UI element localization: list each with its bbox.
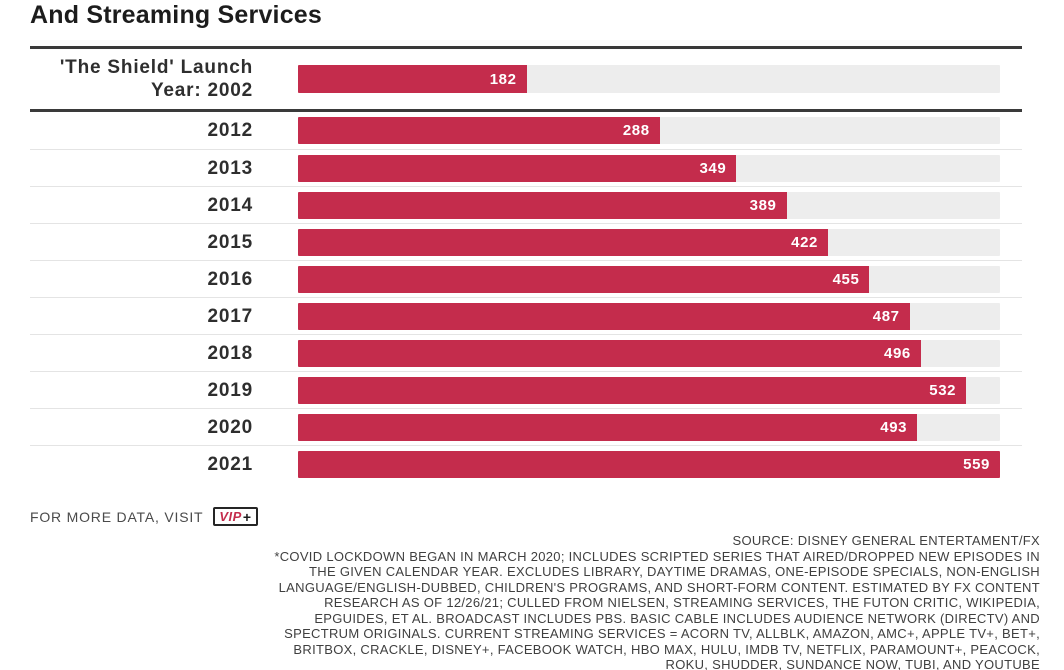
bar-track: 559 <box>298 450 1000 478</box>
table-row: 2020 493 <box>30 408 1022 445</box>
bar: 182 <box>298 65 527 93</box>
bar-value-label: 455 <box>832 270 860 288</box>
bar-track: 532 <box>298 376 1000 404</box>
vip-plus-sign: + <box>242 508 252 525</box>
footnote-line: THE GIVEN CALENDAR YEAR. EXCLUDES LIBRAR… <box>309 564 1040 579</box>
footnote-line: SOURCE: DISNEY GENERAL ENTERTAMENT/FX <box>732 533 1040 548</box>
table-row: 'The Shield' Launch Year: 2002 182 <box>30 49 1022 109</box>
bar-value-label: 422 <box>791 233 818 251</box>
bar: 559 <box>298 450 1000 478</box>
bar-track: 389 <box>298 191 1000 219</box>
bar: 493 <box>298 413 918 441</box>
shield-row-section: 'The Shield' Launch Year: 2002 182 <box>30 49 1064 109</box>
bar-track: 422 <box>298 228 1000 256</box>
bar-value-label: 349 <box>699 159 727 177</box>
source-footnote: SOURCE: DISNEY GENERAL ENTERTAMENT/FX *CO… <box>30 533 1040 670</box>
bar-track: 288 <box>298 117 1000 144</box>
bar-value-label: 487 <box>872 307 900 325</box>
footnote-line: LANGUAGE/ENGLISH-DUBBED, CHILDREN'S PROG… <box>278 579 1040 595</box>
footnote-line: *COVID LOCKDOWN BEGAN IN MARCH 2020; INC… <box>274 548 1040 564</box>
bar-value-label: 493 <box>880 418 908 436</box>
bar-track: 455 <box>298 265 1000 293</box>
row-label: 2017 <box>207 305 253 327</box>
row-label: 2015 <box>207 231 253 253</box>
vip-plus-badge[interactable]: VIP + <box>213 507 258 526</box>
bar: 349 <box>298 154 737 182</box>
bar-track: 493 <box>298 413 1000 441</box>
mid-rule <box>30 109 1022 112</box>
row-label: 2018 <box>207 342 253 364</box>
bar-value-label: 182 <box>489 70 517 88</box>
table-row: 2019 532 <box>30 371 1022 408</box>
bar-track: 349 <box>298 154 1000 182</box>
table-row: 2014 389 <box>30 186 1022 223</box>
table-row: 2018 496 <box>30 334 1022 371</box>
table-row: 2012 288 <box>30 112 1022 149</box>
bar-rows-section: 2012 288 2013 349 2014 389 2015 422 2016 455 2017 4… <box>30 112 1064 482</box>
bar: 389 <box>298 191 787 219</box>
top-rule <box>30 46 1022 49</box>
bar: 288 <box>298 117 660 144</box>
bar-track: 496 <box>298 339 1000 367</box>
row-label: 2021 <box>207 453 253 475</box>
row-label: 2016 <box>207 268 253 290</box>
footnote-line: RESEARCH AS OF 12/26/21; CULLED FROM NIE… <box>324 595 1040 610</box>
bar: 487 <box>298 302 910 330</box>
bar-value-label: 496 <box>884 344 911 362</box>
bar-value-label: 389 <box>749 196 777 214</box>
footnote-line: ROKU, SHUDDER, SUNDANCE NOW, TUBI, AND Y… <box>665 657 1040 670</box>
bar: 496 <box>298 339 921 367</box>
bar: 455 <box>298 265 870 293</box>
vip-logo-text: VIP <box>219 509 242 524</box>
more-data-text: FOR MORE DATA, VISIT <box>30 508 204 525</box>
table-row: 2013 349 <box>30 149 1022 186</box>
row-label: 2013 <box>207 157 253 179</box>
row-label: 2012 <box>207 120 253 141</box>
row-label: 2020 <box>207 416 253 438</box>
row-label: 2014 <box>207 194 253 216</box>
footnote-line: SPECTRUM ORIGINALS. CURRENT STREAMING SE… <box>284 626 1040 641</box>
bar: 532 <box>298 376 967 404</box>
bar-track: 487 <box>298 302 1000 330</box>
footnote-line: EPGUIDES, ET AL. BROADCAST INCLUDES PBS.… <box>314 610 1040 626</box>
bar: 422 <box>298 228 828 256</box>
table-row: 2021 559 <box>30 445 1022 482</box>
bar-value-label: 559 <box>963 455 990 473</box>
row-label: 2019 <box>207 379 253 401</box>
bar-value-label: 288 <box>622 122 650 139</box>
row-label: 'The Shield' Launch Year: 2002 <box>59 57 253 101</box>
bar-track: 182 <box>298 65 1000 93</box>
bar-value-label: 532 <box>929 381 957 399</box>
chart-title: And Streaming Services <box>30 1 323 29</box>
table-row: 2016 455 <box>30 260 1022 297</box>
table-row: 2017 487 <box>30 297 1022 334</box>
footnote-line: BRITBOX, CRACKLE, DISNEY+, FACEBOOK WATC… <box>293 641 1040 657</box>
more-data-line: FOR MORE DATA, VISIT VIP + <box>30 507 1064 526</box>
table-row: 2015 422 <box>30 223 1022 260</box>
